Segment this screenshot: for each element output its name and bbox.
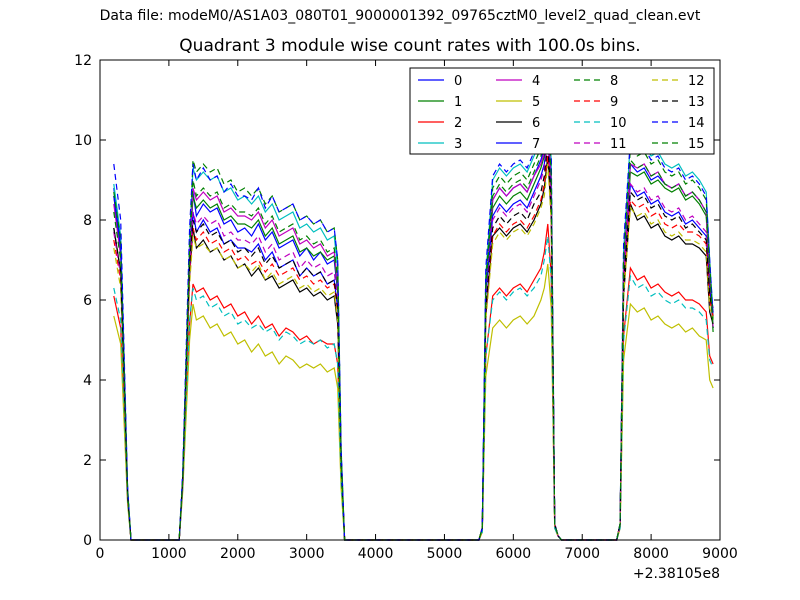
legend-label-9: 9 (610, 95, 618, 110)
y-tick-label: 8 (83, 213, 92, 229)
chart-title: Quadrant 3 module wise count rates with … (179, 36, 641, 56)
legend-label-12: 12 (688, 74, 705, 89)
x-tick-label: 0 (96, 546, 105, 562)
x-axis-offset-label: +2.38105e8 (633, 566, 720, 582)
y-tick-label: 4 (83, 373, 92, 389)
legend-label-8: 8 (610, 74, 618, 89)
legend-label-6: 6 (532, 116, 540, 131)
x-tick-label: 2000 (220, 546, 256, 562)
x-tick-label: 3000 (289, 546, 325, 562)
y-tick-label: 2 (83, 453, 92, 469)
legend-label-3: 3 (454, 137, 462, 152)
legend-label-2: 2 (454, 116, 462, 131)
legend-label-15: 15 (688, 137, 705, 152)
x-tick-label: 4000 (358, 546, 394, 562)
x-tick-label: 6000 (496, 546, 532, 562)
axes-layer: 0 1000 2000 3000 4000 5000 6000 7000 8000 9000 0 2 4… (74, 53, 738, 582)
x-tick-label: 9000 (702, 546, 738, 562)
x-tick-label: 7000 (564, 546, 600, 562)
y-tick-label: 6 (83, 293, 92, 309)
series-line-9 (113, 155, 714, 541)
legend-label-11: 11 (610, 137, 627, 152)
legend-label-14: 14 (688, 116, 705, 131)
legend-label-10: 10 (610, 116, 627, 131)
y-tick-label: 0 (83, 533, 92, 549)
legend-label-5: 5 (532, 95, 540, 110)
legend-label-1: 1 (454, 95, 462, 110)
legend-label-13: 13 (688, 95, 705, 110)
x-tick-label: 5000 (427, 546, 463, 562)
x-tick-label: 8000 (633, 546, 669, 562)
legend-label-4: 4 (532, 74, 540, 89)
legend-label-7: 7 (532, 137, 540, 152)
figure-suptitle: Data file: modeM0/AS1A03_080T01_90000013… (99, 8, 701, 24)
y-tick-label: 12 (74, 53, 92, 69)
y-tick-label: 10 (74, 133, 92, 149)
legend-label-0: 0 (454, 74, 462, 89)
legend-box (409, 67, 715, 155)
x-tick-label: 1000 (151, 546, 187, 562)
series-line-10 (113, 235, 714, 541)
